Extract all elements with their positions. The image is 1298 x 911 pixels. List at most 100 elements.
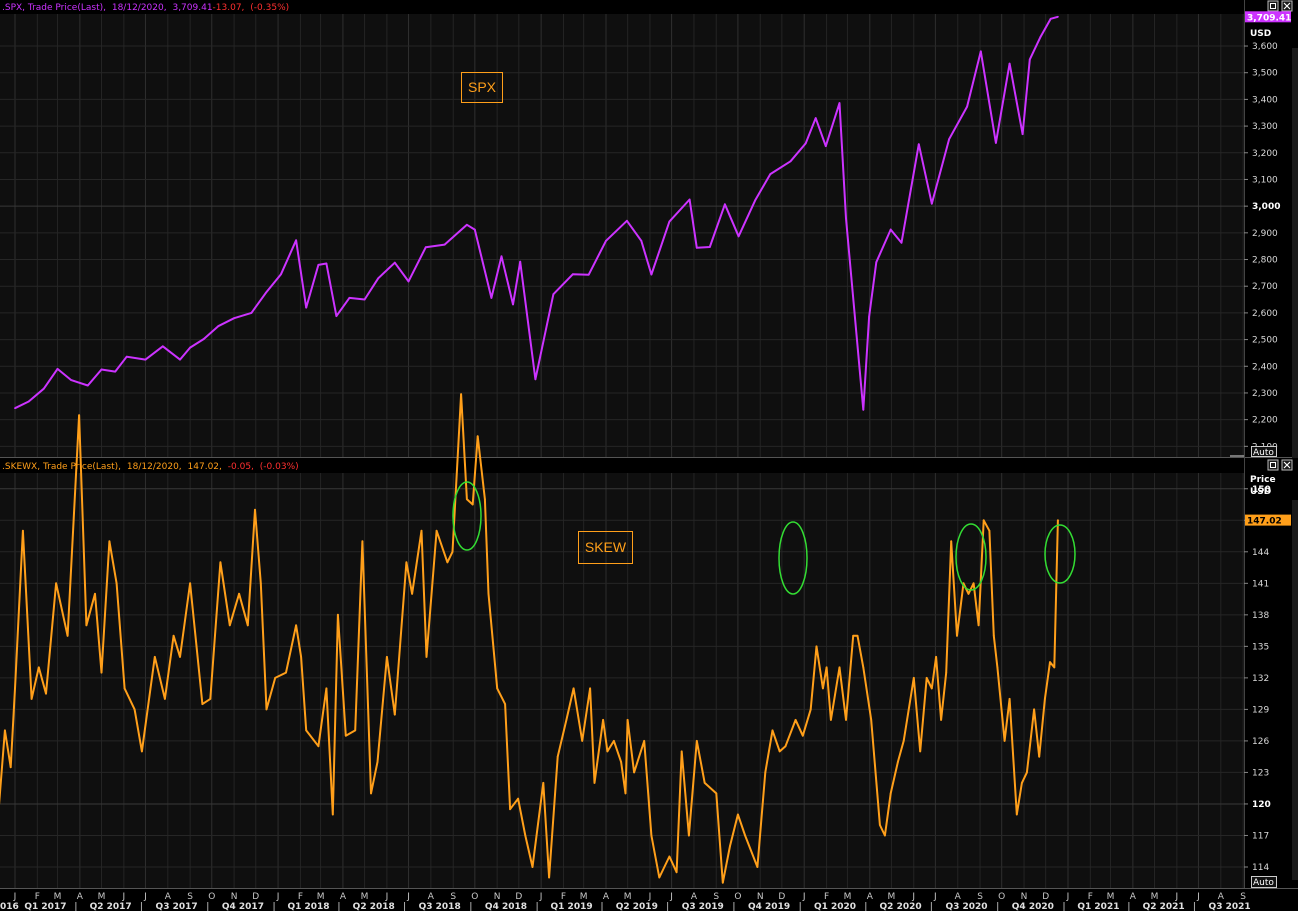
spx-y-tick-label: 3,300 (1252, 122, 1278, 132)
skew-data-point (435, 529, 438, 532)
skew-data-point (809, 708, 812, 711)
skew-data-point (487, 592, 490, 595)
x-tick-month: F (1088, 892, 1093, 902)
skew-data-point (856, 634, 859, 637)
x-tick-quarter: Q1 2017 (24, 902, 66, 911)
skew-data-point (305, 729, 308, 732)
skew-data-point (822, 687, 824, 690)
skew-unit-label-price: Price (1250, 475, 1276, 485)
x-tick-month: J (669, 892, 673, 902)
skew-data-point (764, 771, 767, 774)
skew-data-point (153, 656, 156, 658)
spx-close-button[interactable] (1281, 0, 1293, 12)
skew-data-point (1033, 708, 1035, 711)
skew-data-point (325, 687, 328, 690)
skew-data-point (45, 692, 47, 695)
skew-y-tick-label: 138 (1252, 611, 1269, 621)
skew-data-point (172, 634, 175, 637)
spx-vertical-scrollbar[interactable] (1292, 48, 1298, 458)
x-tick-month: J (406, 892, 410, 902)
skew-vertical-scrollbar[interactable] (1292, 500, 1298, 880)
spx-data-point (56, 368, 59, 370)
spx-data-point (144, 358, 147, 361)
x-tick-month: D (515, 892, 522, 902)
skew-data-point (274, 677, 277, 679)
spx-maximize-button[interactable] (1267, 0, 1279, 12)
x-tick-month: O (471, 892, 478, 902)
spx-data-point (233, 317, 236, 320)
skew-data-point (115, 582, 118, 585)
skew-data-point (361, 540, 364, 543)
skew-data-point (446, 561, 449, 564)
skew-data-point (801, 734, 804, 737)
x-tick-quarter: Q4 2020 (1012, 902, 1054, 911)
skew-data-point (94, 592, 96, 595)
spx-series-points (14, 15, 1059, 411)
skew-data-point (744, 834, 746, 837)
skew-data-point (201, 703, 204, 705)
spx-auto-scale-button[interactable]: Auto (1251, 446, 1277, 459)
spx-data-point (250, 312, 253, 314)
x-tick-month: J (933, 892, 937, 902)
spx-data-point (979, 50, 982, 53)
maximize-icon (1270, 462, 1276, 468)
skew-data-point (624, 792, 627, 795)
x-axis-quarters: 016 Q1 2017 Q2 2017 Q3 2017 Q4 2017 Q1 2018 Q2… (0, 902, 1251, 911)
skew-data-point (164, 698, 166, 700)
spx-data-point (500, 255, 503, 258)
x-tick-quarter: Q2 2021 (1143, 902, 1185, 911)
spx-data-point (640, 239, 643, 242)
skew-data-point (22, 529, 24, 532)
skew-data-point (897, 761, 899, 763)
spx-data-point (587, 273, 590, 276)
spx-data-point (348, 297, 351, 299)
skew-data-point (4, 729, 6, 732)
x-tick-quarter: Q4 2018 (485, 902, 527, 911)
skew-data-point (996, 666, 999, 669)
skew-data-point (721, 881, 724, 884)
skew-y-tick-label: 144 (1252, 548, 1269, 558)
skew-auto-scale-button[interactable]: Auto (1251, 876, 1277, 889)
x-tick-month: J (911, 892, 915, 902)
spx-data-point (572, 273, 574, 276)
skew-data-point (956, 634, 958, 637)
spx-data-point (335, 315, 338, 317)
x-tick-quarter: Q4 2019 (748, 902, 790, 911)
skew-data-point (9, 766, 12, 769)
skew-data-point (1021, 782, 1023, 784)
spx-box-text: SPX (468, 79, 497, 95)
skew-data-point (992, 634, 995, 637)
skew-box-text: SKEW (585, 539, 627, 555)
x-tick-month: J (1175, 892, 1179, 902)
x-tick-month: J (122, 892, 126, 902)
spx-header-last: 3,709.41 (172, 3, 212, 13)
spx-data-point (407, 280, 410, 283)
highlight-ellipse-q3-2018 (452, 481, 482, 551)
spx-data-point (317, 264, 320, 266)
skew-peak-highlights (452, 481, 1076, 595)
skew-maximize-button[interactable] (1267, 459, 1279, 471)
skew-data-point (85, 624, 88, 627)
spx-label-box: SPX (461, 72, 503, 103)
skew-data-point (838, 666, 841, 669)
skew-data-point (405, 561, 408, 564)
spx-last-value-tag: 3,709.41 (1245, 11, 1291, 23)
skew-y-tick-label: 150 (1252, 485, 1271, 495)
skew-data-point (737, 813, 739, 816)
spx-data-point (217, 325, 220, 328)
x-tick-month: J (276, 892, 280, 902)
skew-data-point (331, 813, 334, 816)
skew-data-point (925, 677, 928, 679)
x-tick-month: S (1240, 892, 1246, 902)
skew-data-point (940, 719, 942, 721)
skew-data-point (784, 745, 787, 748)
skew-close-button[interactable] (1281, 459, 1293, 471)
x-tick-month: J (13, 892, 17, 902)
spx-y-tick-label: 2,300 (1252, 389, 1278, 399)
skew-data-point (1057, 519, 1059, 521)
spx-data-point (966, 105, 968, 108)
spx-data-point (754, 199, 757, 202)
skew-data-point (715, 792, 718, 795)
x-tick-month: A (691, 892, 698, 902)
